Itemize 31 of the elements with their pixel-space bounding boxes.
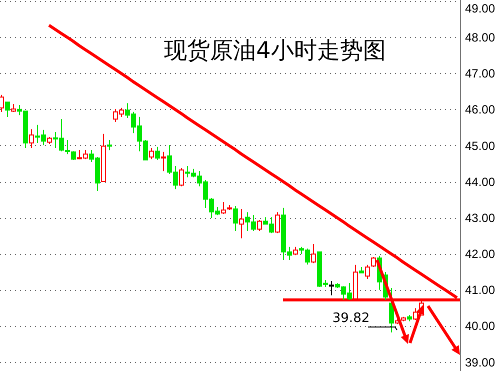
- candlestick: [275, 212, 280, 234]
- candlestick: [413, 308, 418, 321]
- y-tick-label: 45.00: [464, 138, 496, 153]
- candlestick: [233, 206, 238, 232]
- candlestick: [239, 208, 244, 239]
- y-tick-label: 48.00: [464, 30, 496, 44]
- y-tick-label: 47.00: [464, 66, 496, 81]
- text: 现货原油4小时走势图: [164, 38, 386, 64]
- candlestick: [371, 256, 376, 268]
- line-series: [48, 24, 458, 300]
- y-tick-label: 41.00: [464, 283, 496, 298]
- candlestick: [149, 147, 154, 160]
- candlestick: [365, 264, 370, 280]
- candlestick: [311, 243, 316, 264]
- candlestick: [29, 128, 34, 148]
- y-tick-label: 44.00: [464, 174, 496, 189]
- y-tick-label: 40.00: [464, 319, 496, 334]
- candlestick: [257, 220, 262, 232]
- candlestick: [329, 280, 334, 296]
- candlestick: [161, 151, 166, 172]
- annotation: 39.82: [332, 311, 370, 326]
- y-tick-label: 49.00: [464, 1, 496, 16]
- candlestick: [155, 146, 160, 160]
- candlestick: [5, 102, 10, 118]
- y-tick-label: 42.00: [464, 247, 496, 262]
- candlestick: [107, 140, 112, 151]
- y-tick-label: 43.00: [464, 210, 496, 225]
- y-tick-label: 46.00: [464, 102, 496, 117]
- candlestick: [179, 168, 184, 187]
- candlestick: [221, 202, 226, 215]
- y-tick-label: 39.00: [464, 355, 496, 370]
